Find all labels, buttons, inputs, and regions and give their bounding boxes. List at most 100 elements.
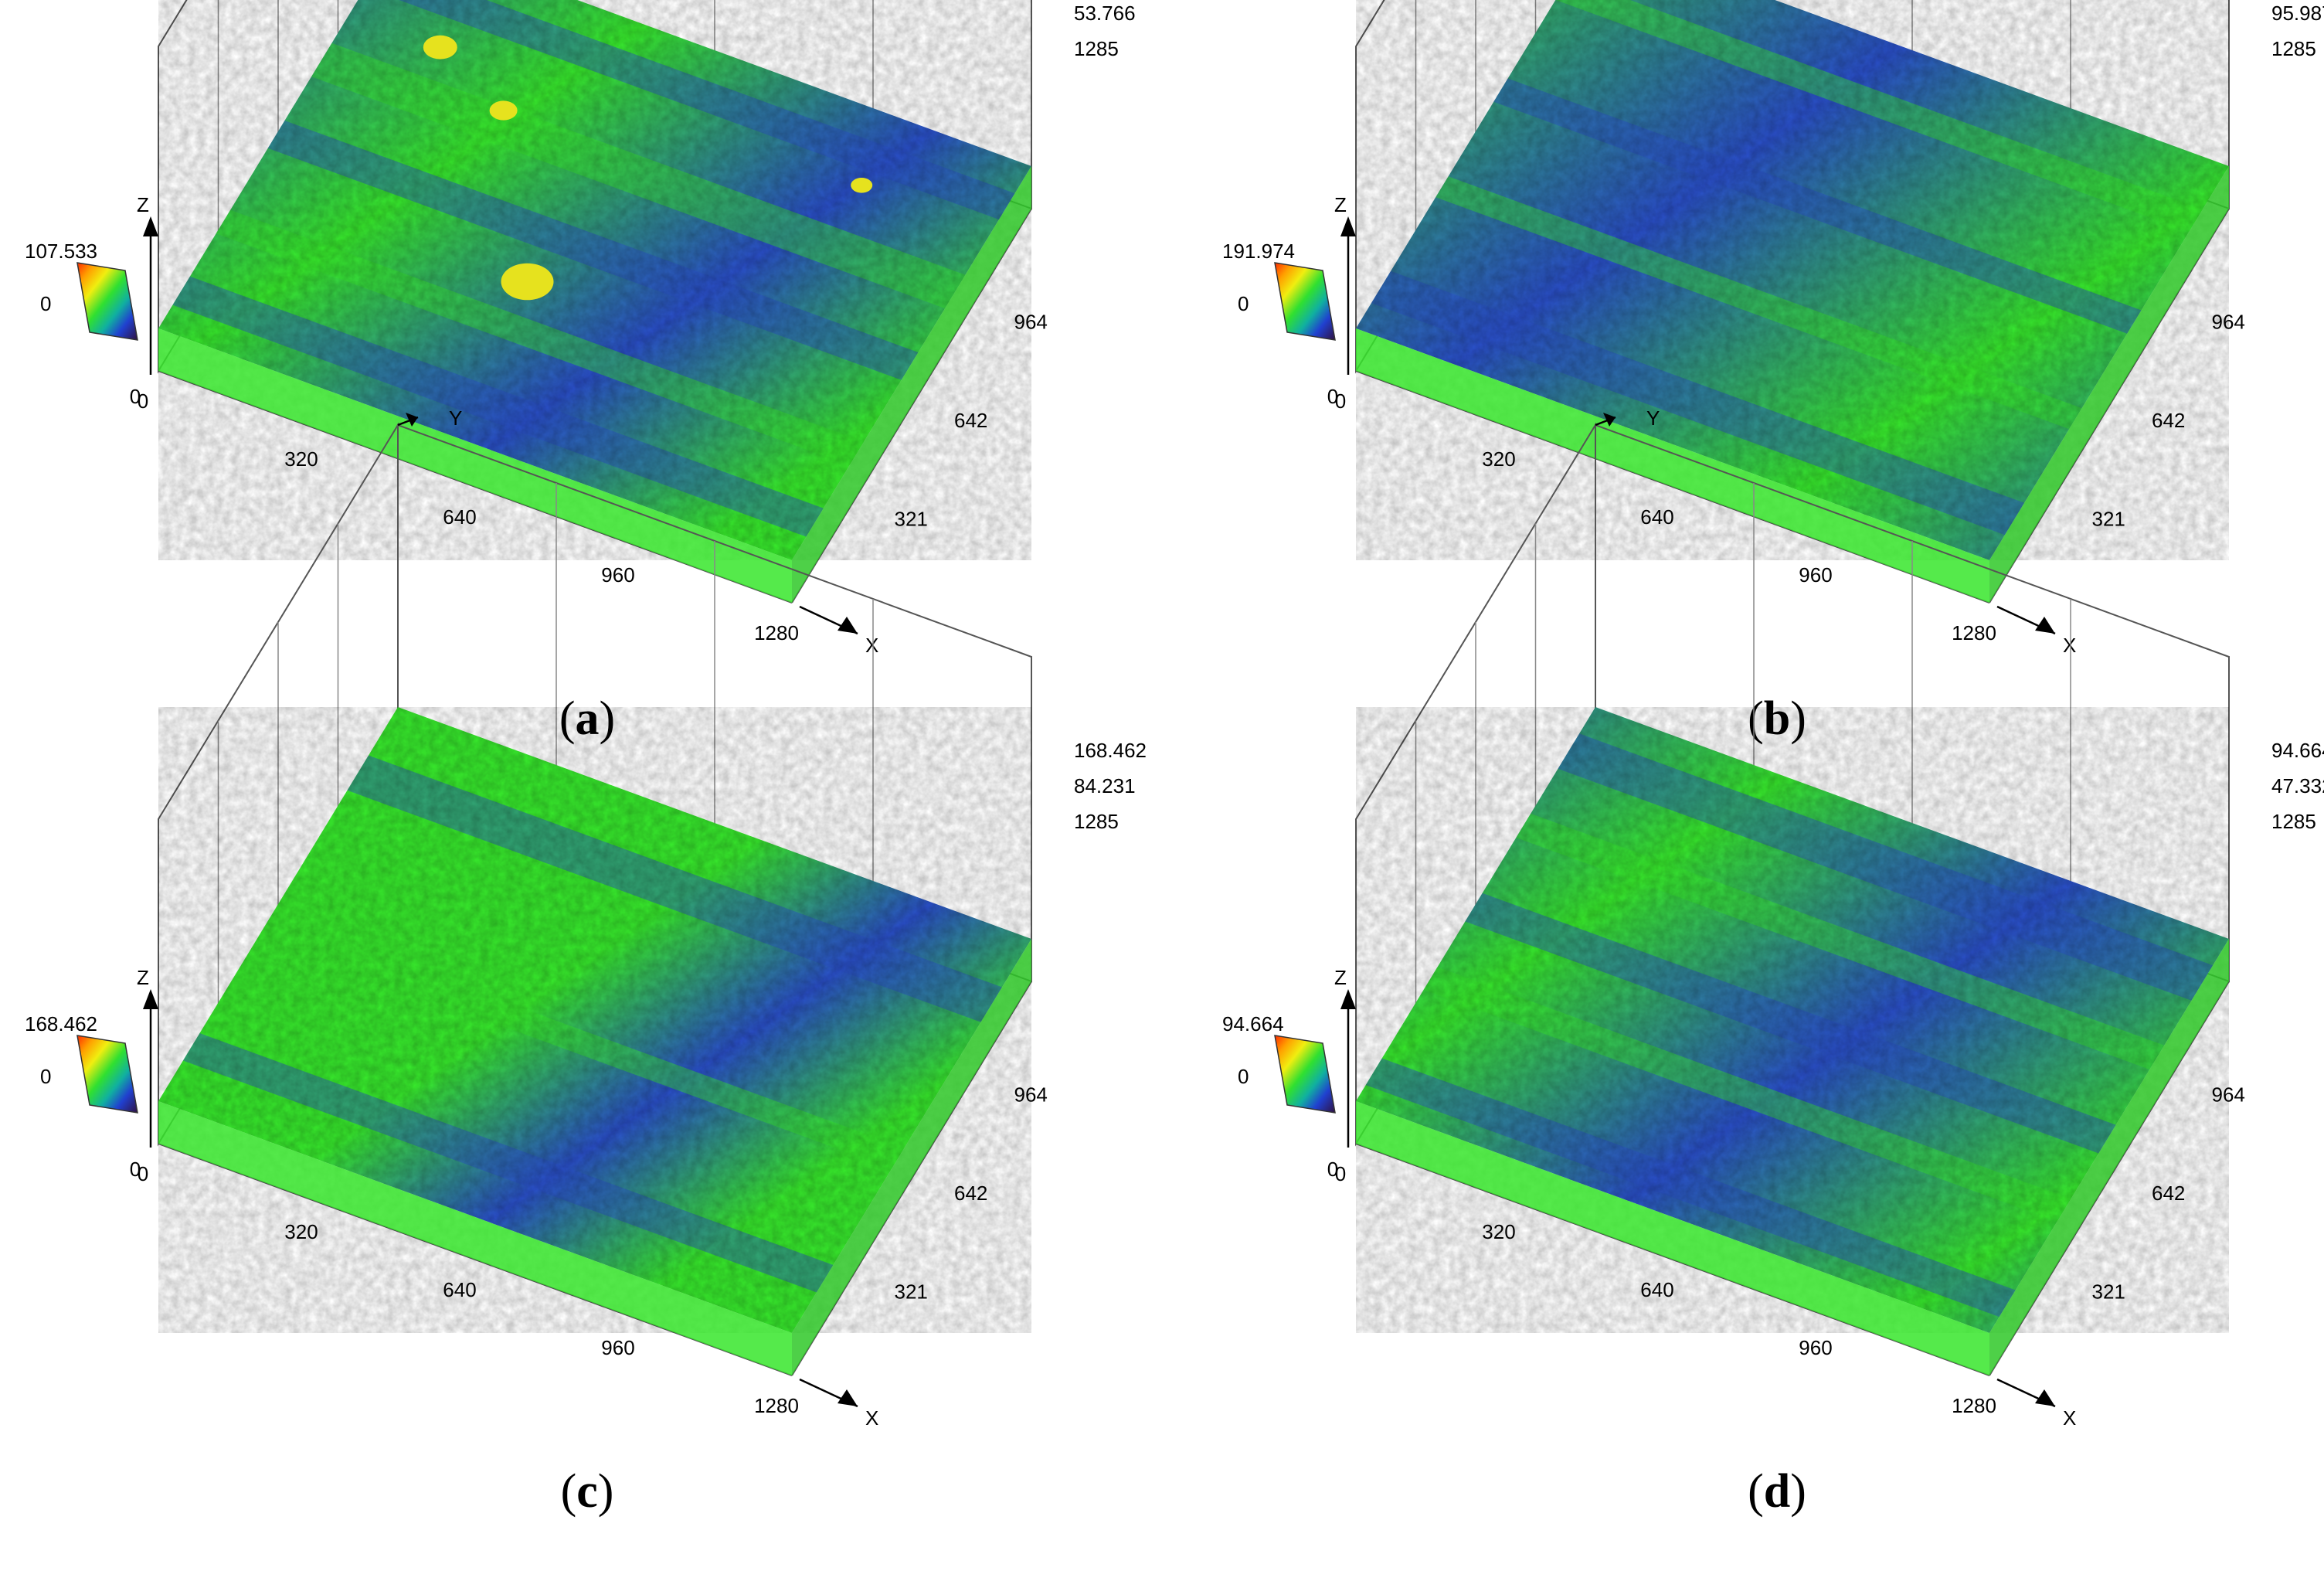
x-tick-label: 1280 [754, 621, 799, 644]
z-zero-label: 0 [130, 1158, 141, 1181]
x-tick-label: 0 [1335, 1162, 1346, 1185]
colorbar-min-label: 0 [40, 1065, 51, 1088]
x-tick-label: 640 [1640, 505, 1673, 529]
x-tick-label: 960 [1799, 563, 1832, 587]
x-tick-label: 1280 [1952, 1394, 1996, 1417]
surface-peak [423, 35, 457, 60]
y-arrowhead-icon [406, 413, 418, 427]
surface-peak [501, 263, 554, 301]
z-arrowhead-icon [143, 989, 158, 1009]
z-tick-label: 84.231 [1074, 774, 1136, 797]
z-zero-label: 0 [1327, 1158, 1338, 1181]
z-tick-label: 94.664 [2271, 739, 2324, 762]
z-tick-label: 47.332 [2271, 774, 2324, 797]
y-tick-label: 321 [2092, 1280, 2125, 1304]
y-tick-label: 964 [1014, 1083, 1048, 1107]
panel-caption: (a) [559, 692, 615, 745]
y-tick-label: 964 [1014, 311, 1048, 334]
y-tick-label: 642 [2152, 1182, 2185, 1205]
surface-front-side [158, 1101, 792, 1375]
x-tick-label: 640 [1640, 1278, 1673, 1301]
z-tick-label: 168.462 [1074, 739, 1147, 762]
surface-texture [1356, 707, 2229, 1333]
y-axis-label: Y [449, 406, 462, 430]
y-tick-label: 642 [2152, 409, 2185, 432]
colorbar-max-label: 168.462 [25, 1012, 97, 1035]
x-tick-label: 640 [443, 505, 476, 529]
colorbar-min-label: 0 [1238, 1065, 1249, 1088]
x-tick-label: 1280 [754, 1394, 799, 1417]
y-tick-label: 964 [2212, 1083, 2245, 1107]
x-axis-label: X [2063, 634, 2076, 657]
colorbar [1274, 262, 1336, 341]
panel-caption: (b) [1748, 692, 1806, 745]
panel-3: 0 320 640 960 1280 X 321 642 964 Y 168.462 84.231 12… [25, 406, 1147, 1518]
surface-front-side [1356, 1101, 1989, 1375]
x-tick-label: 0 [138, 1162, 148, 1185]
x-tick-label: 960 [601, 1336, 634, 1359]
x-tick-label: 320 [284, 1220, 318, 1243]
y-tick-label: 321 [895, 1280, 928, 1304]
x-tick-label: 0 [138, 389, 148, 413]
y-tick-label: 1285 [1074, 37, 1119, 60]
panel-1: 0 320 640 960 1280 X 321 642 964 107.533 53.766 128… [25, 0, 1136, 745]
panel-caption: (d) [1748, 1465, 1806, 1518]
y-arrowhead-icon [1603, 413, 1616, 427]
surface-front-side [1356, 328, 1989, 603]
surface-texture [158, 707, 1031, 1333]
z-axis-label: Z [1334, 966, 1347, 989]
colorbar-max-label: 191.974 [1222, 240, 1295, 263]
z-zero-label: 0 [130, 385, 141, 408]
x-arrowhead-icon [838, 1389, 858, 1406]
colorbar [76, 1035, 138, 1114]
z-axis-label: Z [1334, 193, 1347, 216]
z-arrowhead-icon [143, 216, 158, 236]
surface-right-side [1989, 939, 2229, 1375]
x-tick-label: 320 [1482, 1220, 1515, 1243]
y-axis-label: Y [1646, 406, 1660, 430]
y-tick-label: 321 [2092, 508, 2125, 531]
z-tick-label: 53.766 [1074, 2, 1136, 25]
y-tick-label: 1285 [2271, 37, 2316, 60]
z-arrowhead-icon [1340, 989, 1356, 1009]
x-tick-label: 1280 [1952, 621, 1996, 644]
surface-right-side [792, 166, 1031, 603]
x-arrowhead-icon [838, 617, 858, 634]
y-tick-label: 642 [954, 1182, 987, 1205]
surface-peak [851, 178, 873, 193]
x-tick-label: 320 [284, 447, 318, 471]
x-axis-label: X [2063, 1406, 2076, 1430]
z-arrowhead-icon [1340, 216, 1356, 236]
colorbar [76, 262, 138, 341]
colorbar-min-label: 0 [40, 292, 51, 315]
x-arrowhead-icon [2035, 617, 2055, 634]
y-tick-label: 1285 [1074, 810, 1119, 833]
surface-right-side [792, 939, 1031, 1375]
z-zero-label: 0 [1327, 385, 1338, 408]
x-tick-label: 0 [1335, 389, 1346, 413]
y-tick-label: 1285 [2271, 810, 2316, 833]
surface-texture [1356, 0, 2229, 560]
z-axis-label: Z [137, 966, 149, 989]
surface-front-side [158, 328, 792, 603]
x-tick-label: 960 [1799, 1336, 1832, 1359]
x-tick-label: 640 [443, 1278, 476, 1301]
panel-2: 0 320 640 960 1280 X 321 642 964 191.974 95.987 128… [1222, 0, 2324, 745]
x-tick-label: 320 [1482, 447, 1515, 471]
colorbar-min-label: 0 [1238, 292, 1249, 315]
surface-peak [489, 100, 518, 121]
surface-right-side [1989, 166, 2229, 603]
x-arrowhead-icon [2035, 1389, 2055, 1406]
z-axis-label: Z [137, 193, 149, 216]
surface-texture [158, 0, 1031, 560]
y-tick-label: 964 [2212, 311, 2245, 334]
z-tick-label: 95.987 [2271, 2, 2324, 25]
colorbar-max-label: 94.664 [1222, 1012, 1284, 1035]
panel-caption: (c) [561, 1465, 614, 1518]
x-axis-label: X [865, 1406, 878, 1430]
colorbar [1274, 1035, 1336, 1114]
y-tick-label: 321 [895, 508, 928, 531]
panel-4: 0 320 640 960 1280 X 321 642 964 Y 94.664 47.332 128… [1222, 406, 2324, 1518]
x-tick-label: 960 [601, 563, 634, 587]
